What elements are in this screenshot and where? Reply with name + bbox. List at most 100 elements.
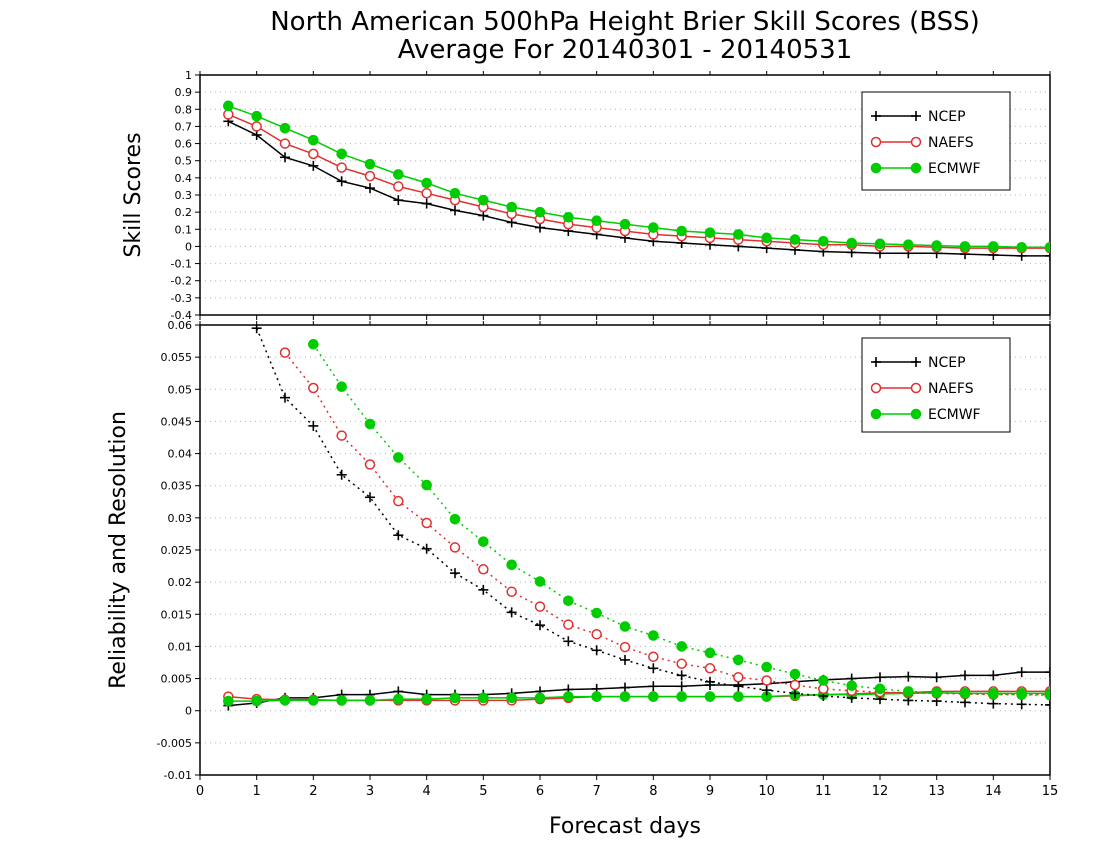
data-point xyxy=(534,576,546,587)
data-point xyxy=(761,675,772,686)
data-point xyxy=(931,240,942,251)
chart-title-line2: Average For 20140301 - 20140531 xyxy=(398,35,853,65)
legend-label: NAEFS xyxy=(928,381,974,397)
x-axis-label: Forecast days xyxy=(549,814,701,839)
data-point xyxy=(336,162,347,173)
data-point xyxy=(279,122,291,134)
data-point xyxy=(733,229,744,240)
legend-label: ECMWF xyxy=(928,407,981,423)
data-point xyxy=(449,692,461,704)
data-point xyxy=(393,181,404,192)
data-point xyxy=(789,234,801,245)
data-point xyxy=(818,235,829,247)
data-point xyxy=(988,688,999,700)
x-tick-label: 0 xyxy=(196,784,204,799)
data-point xyxy=(591,691,602,702)
data-point xyxy=(789,668,801,680)
data-point xyxy=(336,148,347,160)
data-point xyxy=(959,241,971,252)
x-tick-label: 8 xyxy=(649,784,657,799)
x-tick-label: 1 xyxy=(253,784,261,799)
y-tick-label: 0.04 xyxy=(168,448,193,461)
data-point xyxy=(591,607,602,619)
data-point xyxy=(223,100,234,112)
data-point xyxy=(449,513,461,525)
series-ecmwf xyxy=(223,100,1050,253)
y-tick-label: 0.5 xyxy=(175,155,193,168)
data-point xyxy=(619,218,631,230)
data-point xyxy=(846,680,857,691)
data-point xyxy=(336,695,347,706)
y-tick-label: 0 xyxy=(185,240,192,253)
data-point xyxy=(563,595,574,607)
data-point xyxy=(789,679,801,691)
chart-title-line1: North American 500hPa Height Brier Skill… xyxy=(270,7,980,37)
x-tick-label: 15 xyxy=(1042,784,1059,799)
data-point xyxy=(676,641,687,652)
data-point xyxy=(534,206,546,218)
data-point xyxy=(223,695,234,707)
data-point xyxy=(818,675,829,686)
data-point xyxy=(421,693,432,705)
x-tick-label: 7 xyxy=(593,784,601,799)
legend-marker xyxy=(910,136,922,148)
legend-marker xyxy=(910,408,922,420)
data-point xyxy=(648,630,659,641)
x-tick-label: 4 xyxy=(423,784,431,799)
y-tick-label: 0.045 xyxy=(161,415,193,428)
legend-marker xyxy=(910,162,922,174)
data-point xyxy=(308,695,319,706)
data-point xyxy=(279,347,291,358)
data-point xyxy=(534,601,546,612)
x-tick-label: 5 xyxy=(479,784,487,799)
data-point xyxy=(251,121,262,132)
data-point xyxy=(393,693,404,705)
x-tick-label: 13 xyxy=(928,784,945,799)
data-point xyxy=(619,621,631,632)
data-point xyxy=(308,148,319,160)
data-point xyxy=(506,692,517,704)
data-point xyxy=(761,661,772,673)
data-point xyxy=(336,381,347,393)
y-tick-label: 0.055 xyxy=(161,351,193,364)
data-point xyxy=(704,663,716,674)
y-tick-label: 0.6 xyxy=(175,138,193,151)
data-point xyxy=(988,241,999,252)
y-tick-label: 0.3 xyxy=(175,189,193,202)
y-tick-label: -0.01 xyxy=(164,769,192,782)
data-point xyxy=(478,536,489,547)
data-point xyxy=(421,177,432,189)
x-tick-label: 3 xyxy=(366,784,374,799)
data-point xyxy=(619,641,631,653)
data-point xyxy=(619,691,631,702)
panel-2: -0.01 -0.005 0 0.005 0.01 0.015 0.02 0.025 0.03 0… xyxy=(106,319,1058,799)
data-point xyxy=(279,138,291,149)
y-axis-label: Reliability and Resolution xyxy=(106,411,131,689)
y-tick-label: -0.4 xyxy=(171,309,192,322)
data-point xyxy=(506,586,517,598)
data-point xyxy=(704,691,716,702)
data-point xyxy=(959,688,971,699)
data-point xyxy=(648,691,659,702)
data-point xyxy=(704,227,716,239)
data-point xyxy=(364,418,376,430)
y-tick-label: 0.7 xyxy=(175,120,193,133)
legend: NCEP NAEFS ECMWF xyxy=(861,337,1011,433)
x-tick-label: 6 xyxy=(536,784,544,799)
data-point xyxy=(478,564,489,575)
data-point xyxy=(393,495,404,507)
data-point xyxy=(1016,689,1027,700)
legend-label: NCEP xyxy=(928,109,966,125)
legend-marker xyxy=(910,382,922,394)
data-point xyxy=(676,691,687,702)
x-tick-label: 12 xyxy=(872,784,889,799)
y-tick-label: 0.9 xyxy=(175,86,193,99)
data-point xyxy=(308,382,319,394)
data-point xyxy=(308,134,319,146)
plot-panels: -0.4 -0.3 -0.2 -0.1 0 0.1 0.2 0.3 0.4 0.5 0.6 0.7 0.… xyxy=(106,69,1058,799)
data-point xyxy=(421,517,432,529)
series-line xyxy=(284,352,1050,696)
data-point xyxy=(846,237,857,249)
y-tick-label: 0.02 xyxy=(168,576,193,589)
data-point xyxy=(563,211,574,223)
